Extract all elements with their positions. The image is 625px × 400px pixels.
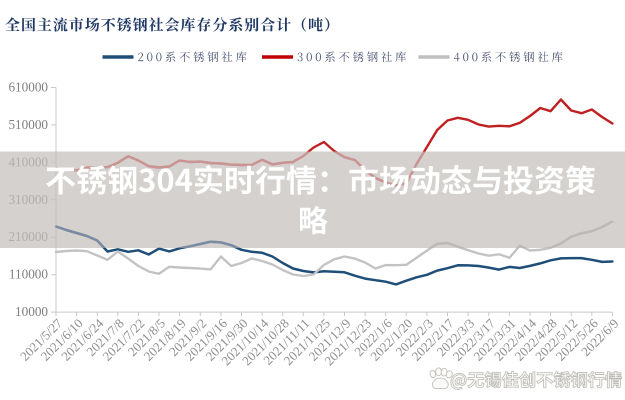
svg-text:110000: 110000 [9, 267, 48, 282]
svg-text:10000: 10000 [15, 304, 48, 319]
svg-text:610000: 610000 [8, 80, 48, 95]
svg-text:510000: 510000 [8, 117, 48, 132]
